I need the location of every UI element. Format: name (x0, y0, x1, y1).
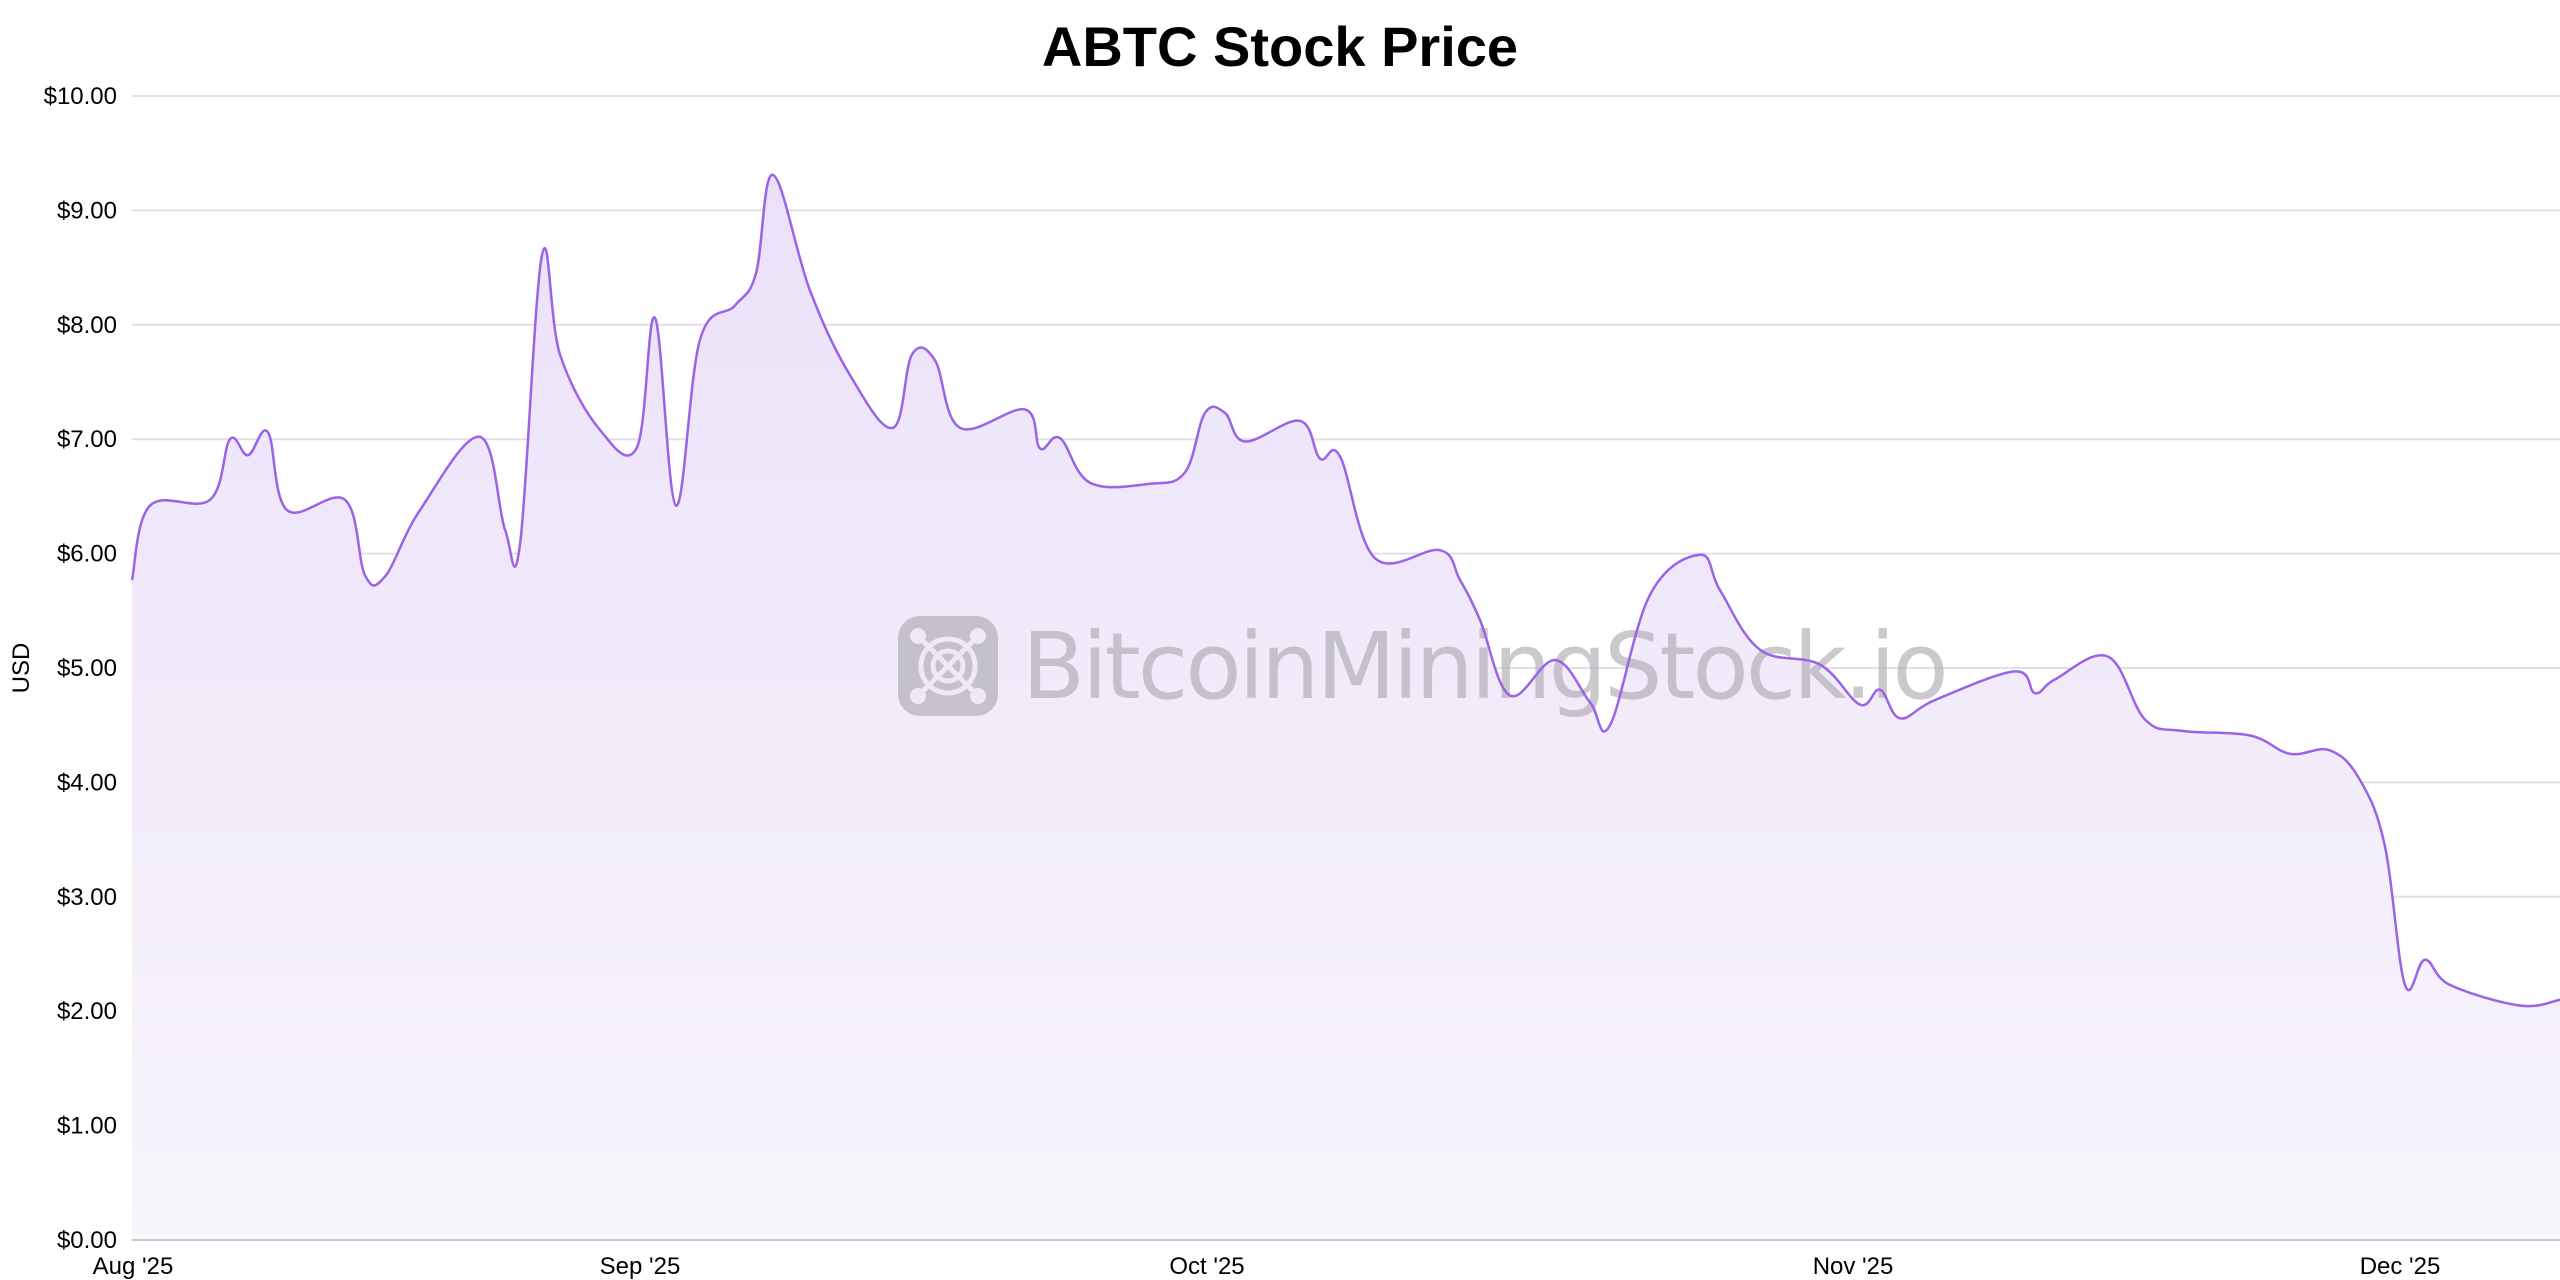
y-tick-label: $2.00 (57, 998, 117, 1025)
y-tick-label: $0.00 (57, 1227, 117, 1254)
x-tick-label: Nov '25 (1813, 1253, 1894, 1280)
x-axis-ticks: Aug '25 Sep '25 Oct '25 Nov '25 Dec '25 (93, 1253, 2441, 1280)
y-axis-label: USD (8, 643, 35, 694)
price-area-fill (132, 174, 2560, 1241)
y-tick-label: $10.00 (44, 83, 117, 110)
y-tick-label: $4.00 (57, 769, 117, 796)
x-tick-label: Dec '25 (2360, 1253, 2441, 1280)
x-tick-label: Aug '25 (93, 1253, 174, 1280)
y-tick-label: $3.00 (57, 884, 117, 911)
y-tick-label: $6.00 (57, 541, 117, 568)
x-tick-label: Oct '25 (1169, 1253, 1244, 1280)
price-line (130, 173, 2560, 1008)
x-tick-label: Sep '25 (600, 1253, 681, 1280)
y-tick-label: $1.00 (57, 1113, 117, 1140)
watermark: BitcoinMiningStock.io (898, 613, 1949, 720)
y-tick-label: $7.00 (57, 426, 117, 453)
y-tick-label: $9.00 (57, 197, 117, 224)
watermark-text: BitcoinMiningStock.io (1022, 613, 1946, 720)
watermark-logo-icon (898, 616, 998, 716)
chart-title: ABTC Stock Price (1042, 15, 1518, 78)
y-axis-ticks: $0.00 $1.00 $2.00 $3.00 $4.00 $5.00 $6.00 $7.00… (44, 83, 117, 1254)
y-tick-label: $8.00 (57, 312, 117, 339)
y-tick-label: $5.00 (57, 655, 117, 682)
